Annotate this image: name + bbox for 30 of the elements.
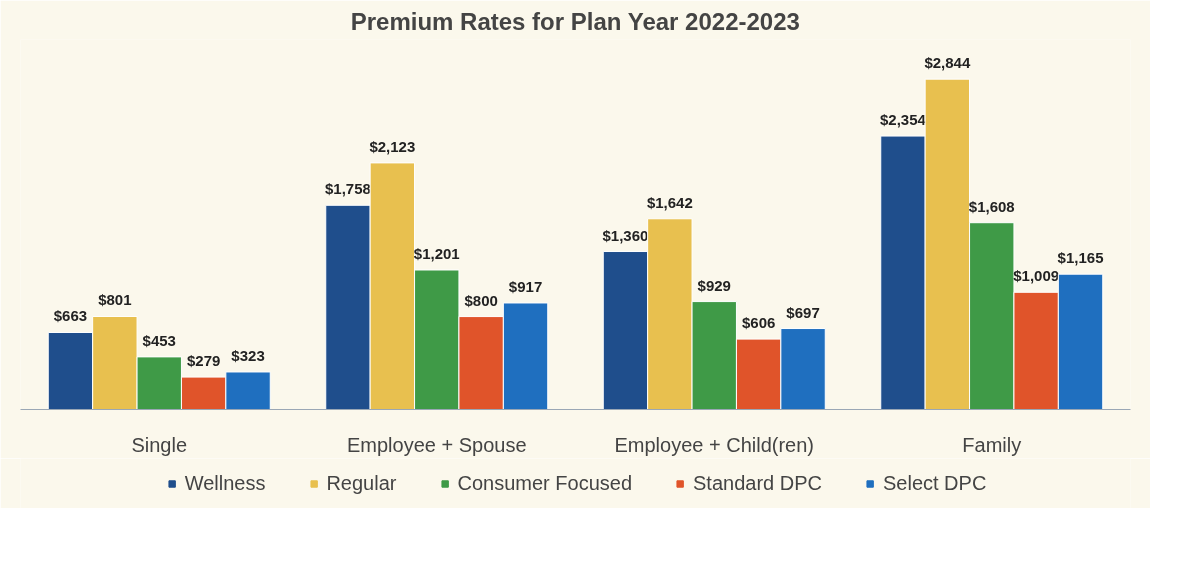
legend-label: Select DPC xyxy=(882,471,987,495)
legend-label: Standard DPC xyxy=(693,471,822,495)
data-label: $929 xyxy=(697,276,731,294)
data-label: $801 xyxy=(98,291,132,309)
data-label: $697 xyxy=(786,303,820,321)
data-label: $606 xyxy=(741,314,776,332)
x-tick-label: Single xyxy=(131,433,188,456)
data-label: $1,009 xyxy=(1013,267,1060,285)
data-label: $663 xyxy=(53,307,88,325)
legend-label: Wellness xyxy=(184,471,266,495)
data-label: $1,642 xyxy=(646,193,693,211)
data-label: $917 xyxy=(508,277,543,295)
x-tick-label: Employee + Spouse xyxy=(346,433,527,456)
data-label: $2,123 xyxy=(369,137,416,155)
x-tick-label: Family xyxy=(962,433,1022,456)
data-label: $279 xyxy=(186,352,221,370)
data-label: $2,844 xyxy=(924,54,971,72)
data-label: $1,165 xyxy=(1057,249,1104,267)
data-label: $1,201 xyxy=(413,244,460,262)
data-label: $453 xyxy=(142,331,176,349)
x-tick-label: Employee + Child(ren) xyxy=(614,433,815,456)
chart-title: Premium Rates for Plan Year 2022-2023 xyxy=(350,7,800,35)
data-label: $1,608 xyxy=(968,197,1015,215)
legend-label: Regular xyxy=(326,471,397,495)
data-label: $1,360 xyxy=(602,226,649,244)
data-label: $323 xyxy=(231,346,265,364)
data-label: $1,758 xyxy=(325,180,371,198)
data-label: $2,354 xyxy=(880,111,927,129)
legend-label: Consumer Focused xyxy=(457,471,633,495)
data-label: $800 xyxy=(464,291,498,309)
